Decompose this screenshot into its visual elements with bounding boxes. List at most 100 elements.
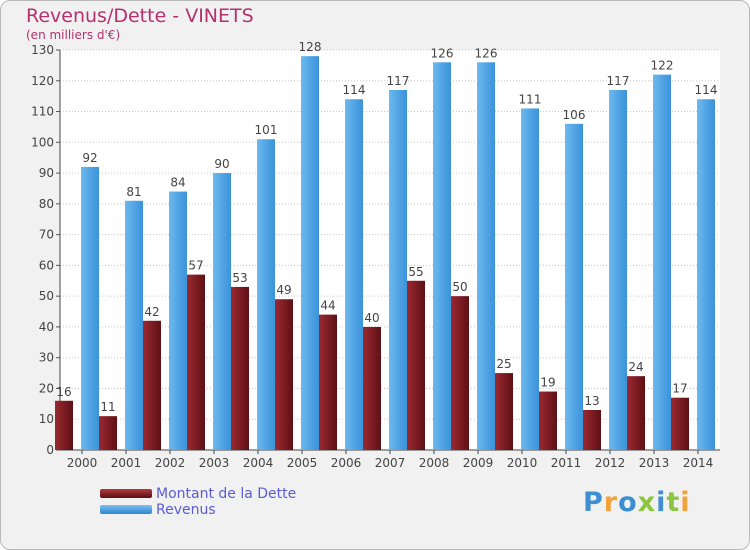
data-label-revenus: 106 — [563, 108, 586, 122]
bar-dette — [539, 391, 557, 450]
data-label-dette: 11 — [100, 400, 115, 414]
y-tick-label: 60 — [39, 258, 54, 272]
bar-revenus — [345, 99, 363, 450]
y-tick-label: 40 — [39, 320, 54, 334]
bar-revenus — [697, 99, 715, 450]
bar-dette — [319, 314, 337, 450]
bar-revenus — [125, 200, 143, 450]
legend-swatch-revenus — [100, 505, 152, 514]
bar-dette — [363, 326, 381, 450]
bar-revenus — [521, 108, 539, 450]
bar-revenus — [213, 173, 231, 451]
chart-subtitle: (en milliers d'€) — [26, 28, 121, 42]
data-label-dette: 13 — [584, 394, 599, 408]
bar-revenus — [169, 191, 187, 451]
bar-dette — [671, 397, 689, 450]
data-label-dette: 17 — [672, 382, 687, 396]
x-tick-label: 2004 — [243, 456, 274, 470]
data-label-dette: 19 — [540, 376, 555, 390]
y-tick-label: 110 — [31, 105, 54, 119]
x-tick-label: 2005 — [287, 456, 318, 470]
data-label-dette: 24 — [628, 360, 643, 374]
x-tick-label: 2000 — [67, 456, 98, 470]
y-tick-label: 130 — [31, 43, 54, 57]
bar-revenus — [433, 62, 451, 451]
data-label-revenus: 117 — [607, 74, 630, 88]
bar-dette — [583, 410, 601, 450]
x-tick-label: 2011 — [551, 456, 582, 470]
bar-revenus — [301, 56, 319, 451]
data-label-revenus: 114 — [343, 83, 366, 97]
legend-label-dette: Montant de la Dette — [156, 486, 297, 502]
bar-revenus — [257, 139, 275, 450]
x-tick-label: 2002 — [155, 456, 186, 470]
logo-letter: i — [656, 487, 667, 518]
data-label-revenus: 128 — [299, 40, 322, 54]
bar-dette — [451, 296, 469, 450]
bar-revenus — [565, 123, 583, 450]
bar-dette — [187, 274, 205, 450]
logo-letter: t — [666, 487, 681, 518]
logo-letter: i — [680, 487, 691, 518]
logo-letter: r — [603, 487, 619, 518]
data-label-dette: 42 — [144, 305, 159, 319]
bar-dette — [275, 299, 293, 450]
bar-dette — [495, 373, 513, 450]
bar-dette — [627, 376, 645, 450]
data-label-revenus: 114 — [695, 83, 718, 97]
data-label-dette: 57 — [188, 259, 203, 273]
bar-dette — [407, 280, 425, 450]
data-label-revenus: 122 — [651, 59, 674, 73]
data-label-revenus: 117 — [387, 74, 410, 88]
data-label-dette: 25 — [496, 357, 511, 371]
bar-dette — [231, 286, 249, 450]
data-label-dette: 40 — [364, 311, 379, 325]
bar-revenus — [389, 90, 407, 450]
data-label-dette: 16 — [56, 385, 71, 399]
legend-swatch-dette — [100, 489, 152, 498]
x-tick-label: 2007 — [375, 456, 406, 470]
bar-dette — [143, 320, 161, 450]
data-label-revenus: 81 — [126, 185, 141, 199]
chart-title: Revenus/Dette - VINETS — [26, 5, 254, 27]
data-label-revenus: 126 — [431, 46, 454, 60]
data-label-dette: 55 — [408, 265, 423, 279]
x-tick-label: 2009 — [463, 456, 494, 470]
x-tick-label: 2003 — [199, 456, 230, 470]
data-label-dette: 53 — [232, 271, 247, 285]
x-tick-label: 2001 — [111, 456, 142, 470]
x-tick-label: 2006 — [331, 456, 362, 470]
y-tick-label: 120 — [31, 74, 54, 88]
data-label-revenus: 92 — [82, 151, 97, 165]
bar-dette — [55, 400, 73, 450]
bar-revenus — [81, 166, 99, 450]
y-tick-label: 50 — [39, 289, 54, 303]
logo-letter: P — [583, 487, 604, 518]
data-label-revenus: 90 — [214, 157, 229, 171]
logo-letter: x — [637, 487, 657, 518]
y-tick-label: 30 — [39, 351, 54, 365]
y-tick-label: 20 — [39, 381, 54, 395]
bar-revenus — [477, 62, 495, 451]
y-tick-label: 10 — [39, 412, 54, 426]
data-label-revenus: 126 — [475, 46, 498, 60]
data-label-dette: 50 — [452, 280, 467, 294]
bar-revenus — [609, 90, 627, 450]
data-label-revenus: 84 — [170, 176, 185, 190]
data-label-revenus: 101 — [255, 123, 278, 137]
bar-dette — [99, 416, 117, 450]
data-label-dette: 49 — [276, 283, 291, 297]
data-label-revenus: 111 — [519, 92, 542, 106]
x-tick-label: 2010 — [507, 456, 538, 470]
y-tick-label: 80 — [39, 197, 54, 211]
data-label-dette: 44 — [320, 299, 335, 313]
bar-revenus — [653, 74, 671, 450]
x-tick-label: 2012 — [595, 456, 626, 470]
y-tick-label: 90 — [39, 166, 54, 180]
x-tick-label: 2013 — [639, 456, 670, 470]
proxiti-logo: Proxiti — [583, 487, 691, 518]
logo-letter: o — [618, 487, 638, 518]
y-tick-label: 0 — [46, 443, 54, 457]
y-tick-label: 70 — [39, 228, 54, 242]
